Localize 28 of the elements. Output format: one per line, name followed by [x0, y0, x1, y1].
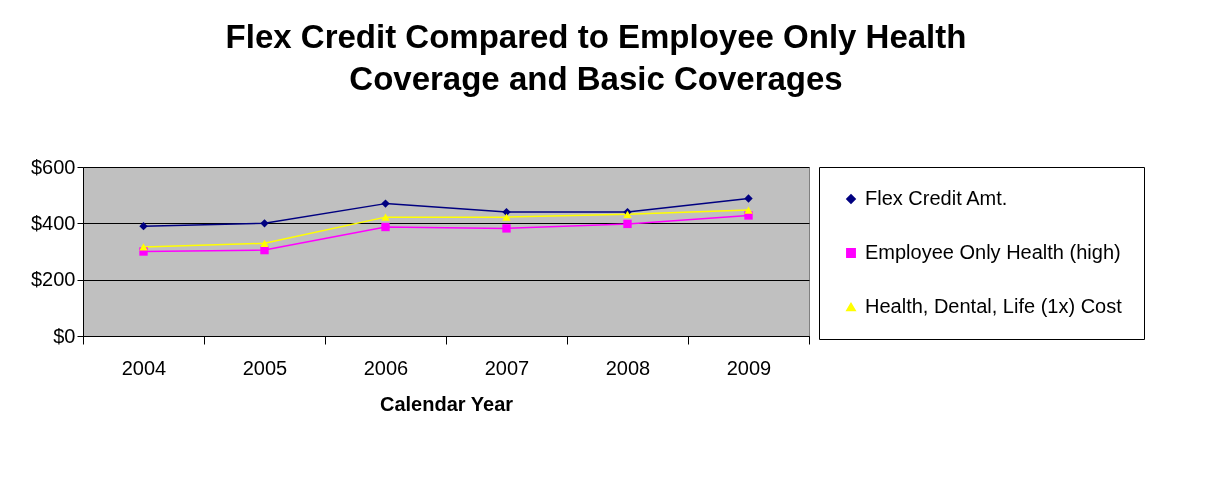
x-tick-label: 2009: [726, 356, 772, 379]
x-tick-label: 2006: [363, 356, 409, 379]
point: [381, 222, 390, 232]
point: [744, 194, 753, 203]
legend-label: Flex Credit Amt.: [865, 187, 1008, 209]
chart-title: Flex Credit Compared to Employee Only Health Coverage and Basic Coverages: [225, 18, 967, 97]
legend-label: Health, Dental, Life (1x) Cost: [865, 295, 1123, 317]
point: [502, 224, 511, 233]
point: [381, 199, 390, 208]
point: [502, 213, 511, 221]
x-tick-label: 2008: [605, 356, 651, 379]
x-tick-label: 2004: [121, 356, 167, 379]
x-axis-title: Calendar Year: [379, 392, 514, 415]
y-tick-label: $600: [31, 155, 76, 178]
legend-label: Employee Only Health (high): [865, 241, 1121, 263]
point: [260, 239, 269, 247]
point: [623, 219, 632, 229]
point: [139, 243, 148, 251]
y-tick-label: $0: [53, 324, 76, 347]
point: [260, 219, 269, 228]
point: [381, 213, 390, 221]
point: [139, 221, 148, 231]
point: [260, 245, 269, 255]
x-tick-label: 2007: [484, 356, 530, 379]
y-tick-label: $200: [31, 268, 76, 291]
y-tick-label: $400: [31, 211, 76, 234]
x-tick-label: 2005: [242, 356, 288, 379]
point: [744, 206, 753, 214]
